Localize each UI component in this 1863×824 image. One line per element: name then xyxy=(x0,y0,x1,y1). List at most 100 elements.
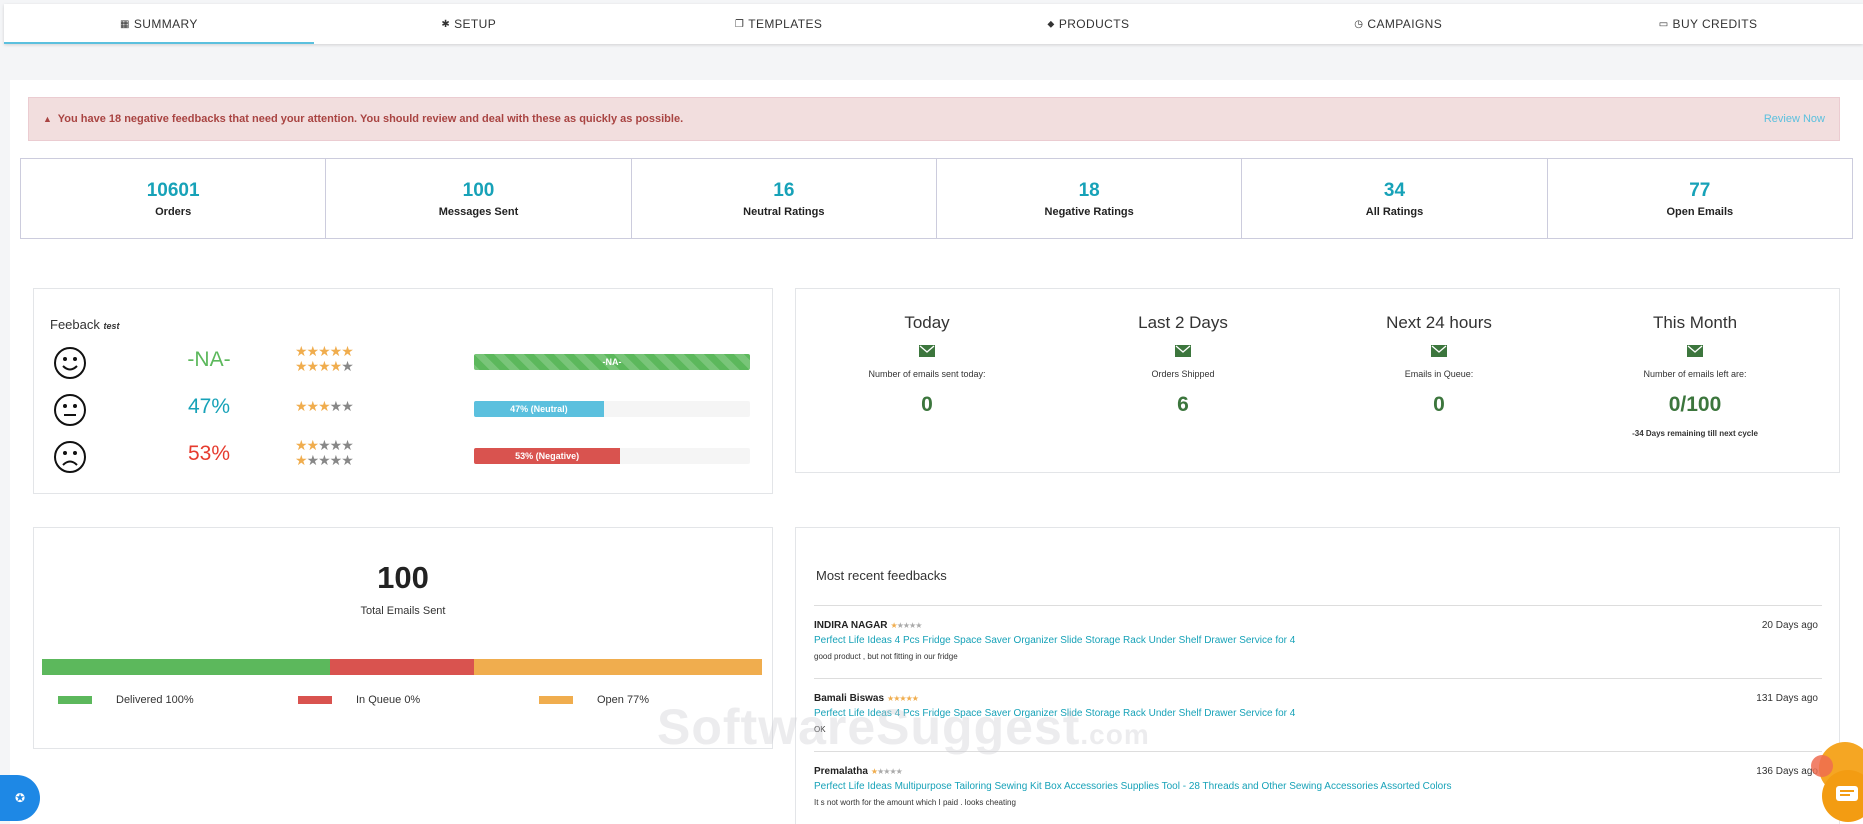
legend-swatch xyxy=(298,696,332,710)
stat-label: Negative Ratings xyxy=(1044,205,1134,218)
stat-value: 16 xyxy=(773,179,795,201)
filled-stars: ★ xyxy=(295,452,308,468)
feedback-author: INDIRA NAGAR ★★★★★ xyxy=(814,620,923,631)
campaigns-icon: ◷ xyxy=(1354,18,1364,30)
total-emails-card: 100 Total Emails Sent Delivered 100% In Q… xyxy=(33,527,773,749)
feedback-author-name: Bamali Biswas xyxy=(814,693,885,704)
feedback-list-item: Bamali Biswas ★★★★★ 131 Days ago Perfect Li… xyxy=(814,678,1822,751)
feedback-bar: 47% (Neutral) xyxy=(474,401,750,417)
stat-label: Orders xyxy=(155,205,192,218)
feedback-comment: OK xyxy=(814,725,826,734)
alert-text: You have 18 negative feedbacks that need… xyxy=(57,113,684,125)
tab-summary[interactable]: ▦ SUMMARY xyxy=(4,4,314,44)
stat-orders: 10601 Orders xyxy=(21,159,327,238)
watermark-suffix: .com xyxy=(1080,719,1150,750)
tab-products[interactable]: ⬥ PRODUCTS xyxy=(933,4,1243,44)
feedback-author-stars: ★★★★★ xyxy=(890,621,923,630)
floating-star-button[interactable]: ✪ xyxy=(0,775,40,821)
feedback-product-link[interactable]: Perfect Life Ideas 4 Pcs Fridge Space Sa… xyxy=(814,708,1296,719)
tab-setup[interactable]: ✱ SETUP xyxy=(314,4,624,44)
stat-label: Open Emails xyxy=(1666,205,1734,218)
feedback-row: 47% ★★★★★ 47% (Neutral) xyxy=(34,388,772,432)
legend-label: Delivered 100% xyxy=(116,694,194,706)
review-now-link[interactable]: Review Now xyxy=(1763,113,1825,125)
total-emails-bar xyxy=(42,659,762,675)
empty-stars: ★ xyxy=(341,358,354,374)
email-stat-caption: Emails in Queue: xyxy=(1404,369,1474,379)
email-stat-last-2-days: Last 2 Days Orders Shipped 6 xyxy=(1055,313,1311,417)
legend-swatch xyxy=(58,696,92,710)
feedback-percent: -NA- xyxy=(187,348,231,371)
email-stat-this-month: This Month Number of emails left are: 0/10… xyxy=(1567,313,1823,438)
feedback-bar-fill: 47% (Neutral) xyxy=(474,401,604,417)
legend-label: In Queue 0% xyxy=(356,694,421,706)
filled-stars: ★★★★ xyxy=(295,358,342,374)
email-stat-value: 0 xyxy=(1433,393,1445,416)
envelope-icon xyxy=(1175,345,1191,357)
feedback-list-item: Premalatha ★★★★★ 136 Days ago Perfect Life … xyxy=(814,751,1822,824)
stats-bar: 10601 Orders 100 Messages Sent 16 Neutral Rat… xyxy=(20,158,1853,239)
feedback-author: Premalatha ★★★★★ xyxy=(814,766,903,777)
chat-widget-icon[interactable] xyxy=(1810,738,1863,824)
tab-templates[interactable]: ❐ TEMPLATES xyxy=(624,4,934,44)
feedback-stars: ★★★★★ xyxy=(295,398,354,414)
stat-messages-sent: 100 Messages Sent xyxy=(326,159,632,238)
email-stat-value: 0 xyxy=(921,393,933,416)
email-stat-caption: Number of emails sent today: xyxy=(868,369,986,379)
tab-campaigns[interactable]: ◷ CAMPAIGNS xyxy=(1243,4,1553,44)
feedback-row: 53% ★★★★★ ★★★★★ 53% (Negative) xyxy=(34,435,772,479)
star-badge-icon: ✪ xyxy=(14,791,26,805)
feedback-author-stars: ★★★★★ xyxy=(887,694,919,703)
stat-label: Neutral Ratings xyxy=(743,205,825,218)
watermark: SoftwareSuggest.com xyxy=(657,698,1150,756)
summary-icon: ▦ xyxy=(120,18,130,30)
star-rating: ★★★★★ xyxy=(295,452,354,468)
stat-value: 18 xyxy=(1078,179,1100,201)
email-stat-caption: Orders Shipped xyxy=(1151,369,1215,379)
feedback-bar: -NA- xyxy=(474,354,750,370)
email-stat-value: 0/100 xyxy=(1668,393,1722,416)
tab-label: CAMPAIGNS xyxy=(1367,17,1443,31)
setup-icon: ✱ xyxy=(441,18,451,30)
star-rating: ★★★★★ xyxy=(295,438,354,453)
negative-feedback-alert: ▲ You have 18 negative feedbacks that ne… xyxy=(28,97,1840,141)
legend-label: Open 77% xyxy=(597,694,649,706)
filled-stars: ★★★★★ xyxy=(887,694,919,703)
email-stat-today: Today Number of emails sent today: 0 xyxy=(799,313,1055,417)
total-emails-label: Total Emails Sent xyxy=(360,605,446,617)
legend-swatch xyxy=(539,696,573,710)
alert-message: ▲ You have 18 negative feedbacks that ne… xyxy=(43,113,1764,125)
stat-all-ratings: 34 All Ratings xyxy=(1242,159,1548,238)
feedback-product-link[interactable]: Perfect Life Ideas Multipurpose Tailorin… xyxy=(814,781,1452,792)
empty-stars: ★★★★ xyxy=(306,452,354,468)
templates-icon: ❐ xyxy=(734,18,745,30)
filled-stars: ★★★★★ xyxy=(295,343,354,359)
filled-stars: ★★★ xyxy=(295,398,331,414)
envelope-icon xyxy=(1687,345,1703,357)
feedback-comment: It s not worth for the amount which I pa… xyxy=(814,798,1016,807)
stat-label: Messages Sent xyxy=(438,205,519,218)
feedback-card: Feeback test -NA- ★★★★★ ★★★★★ -NA- 47% ★★★★★ 4… xyxy=(33,288,773,494)
watermark-main: SoftwareSuggest xyxy=(657,699,1081,755)
top-nav: ▦ SUMMARY ✱ SETUP ❐ TEMPLATES ⬥ PRODUCTS ◷ CAMPAI… xyxy=(4,4,1863,44)
empty-stars: ★★ xyxy=(329,398,354,414)
feedback-product-link[interactable]: Perfect Life Ideas 4 Pcs Fridge Space Sa… xyxy=(814,635,1296,646)
envelope-icon xyxy=(919,345,935,357)
recent-feedbacks-title: Most recent feedbacks xyxy=(816,568,947,583)
email-stat-note: -34 Days remaining till next cycle xyxy=(1632,429,1758,438)
feedback-bar-fill: -NA- xyxy=(474,354,750,370)
email-stat-heading: Next 24 hours xyxy=(1386,313,1492,332)
feedback-author: Bamali Biswas ★★★★★ xyxy=(814,693,919,704)
feedback-comment: good product , but not fitting in our fr… xyxy=(814,652,958,661)
filled-stars: ★ xyxy=(890,621,898,630)
email-stat-heading: Last 2 Days xyxy=(1138,313,1228,332)
tab-buy-credits[interactable]: ▭ BUY CREDITS xyxy=(1553,4,1863,44)
envelope-icon xyxy=(1431,345,1447,357)
neutral-face-icon xyxy=(53,393,87,427)
feedback-date: 136 Days ago xyxy=(1756,766,1818,777)
feedback-bar-fill: 53% (Negative) xyxy=(474,448,621,464)
tab-label: SUMMARY xyxy=(133,17,198,31)
feedback-author-name: Premalatha xyxy=(814,766,868,777)
feedback-list-item: INDIRA NAGAR ★★★★★ 20 Days ago Perfect Life… xyxy=(814,605,1822,678)
tab-label: BUY CREDITS xyxy=(1672,17,1758,31)
